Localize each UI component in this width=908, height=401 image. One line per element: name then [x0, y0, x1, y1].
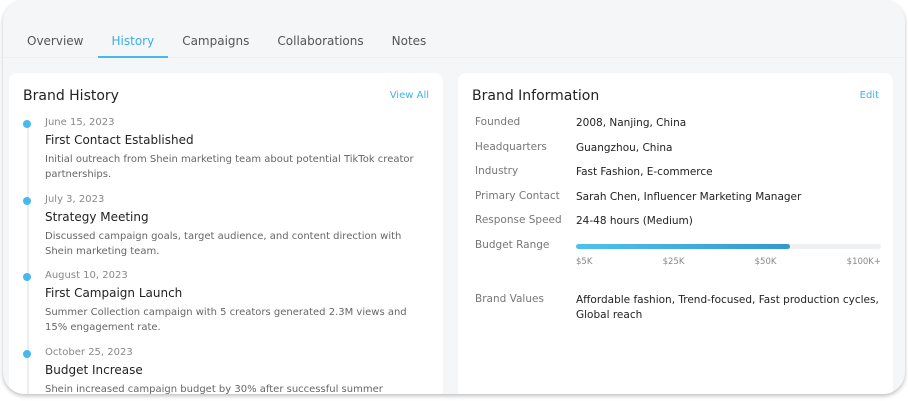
- tab-overview[interactable]: Overview: [27, 34, 84, 48]
- info-row-headquarters: Headquarters Guangzhou, China: [475, 141, 882, 156]
- tick-label: $5K: [576, 257, 593, 267]
- tab-collaborations[interactable]: Collaborations: [277, 34, 364, 48]
- timeline-event: July 3, 2023 Strategy Meeting Discussed …: [23, 194, 425, 259]
- tab-notes[interactable]: Notes: [391, 34, 427, 48]
- event-date: August 10, 2023: [45, 270, 128, 281]
- card-title: Brand Information: [472, 88, 600, 104]
- tick-label: $25K: [662, 257, 685, 267]
- info-label: Budget Range: [475, 239, 550, 251]
- info-label: Response Speed: [475, 214, 562, 226]
- info-row-industry: Industry Fast Fashion, E-commerce: [475, 165, 882, 180]
- timeline-dot: [23, 120, 31, 128]
- info-label: Headquarters: [475, 141, 547, 153]
- view-all-link[interactable]: View All: [389, 90, 429, 101]
- brand-information-card: Brand Information Edit Founded 2008, Nanj…: [458, 73, 893, 394]
- info-value: Affordable fashion, Trend-focused, Fast …: [576, 294, 879, 321]
- info-label: Industry: [475, 165, 519, 177]
- tab-history[interactable]: History: [97, 0, 168, 58]
- edit-link[interactable]: Edit: [859, 90, 879, 101]
- info-value: 24-48 hours (Medium): [576, 215, 693, 227]
- event-date: July 3, 2023: [45, 194, 105, 205]
- budget-ticks: $5K $25K $50K $100K+: [576, 257, 881, 267]
- info-label: Founded: [475, 116, 521, 128]
- info-row-response: Response Speed 24-48 hours (Medium): [475, 214, 882, 229]
- timeline-dot: [23, 197, 31, 205]
- event-desc: Initial outreach from Shein marketing te…: [45, 154, 414, 180]
- event-date: October 25, 2023: [45, 347, 133, 358]
- event-title: Strategy Meeting: [45, 210, 149, 224]
- event-title: First Contact Established: [45, 133, 194, 147]
- timeline-line: [27, 121, 29, 394]
- tick-label: $50K: [754, 257, 777, 267]
- card-title: Brand History: [23, 88, 119, 104]
- info-label: Primary Contact: [475, 190, 560, 202]
- info-row-contact: Primary Contact Sarah Chen, Influencer Ma…: [475, 190, 882, 205]
- brand-history-card: Brand History View All June 15, 2023 Fir…: [9, 73, 443, 394]
- info-value: Sarah Chen, Influencer Marketing Manager: [576, 191, 802, 203]
- info-value: Guangzhou, China: [576, 142, 673, 154]
- timeline-event: August 10, 2023 First Campaign Launch Su…: [23, 270, 425, 335]
- budget-range-fill: [576, 244, 790, 249]
- info-value: Fast Fashion, E-commerce: [576, 166, 713, 178]
- event-title: Budget Increase: [45, 363, 143, 377]
- info-value: 2008, Nanjing, China: [576, 117, 687, 129]
- info-label: Brand Values: [475, 293, 544, 305]
- event-desc: Summer Collection campaign with 5 creato…: [45, 307, 407, 333]
- tab-bar: Overview History Campaigns Collaboration…: [3, 0, 905, 58]
- timeline-event: October 25, 2023 Budget Increase Shein i…: [23, 347, 425, 394]
- event-desc: Shein increased campaign budget by 30% a…: [45, 384, 383, 394]
- event-desc: Discussed campaign goals, target audienc…: [45, 231, 402, 257]
- info-row-founded: Founded 2008, Nanjing, China: [475, 116, 882, 131]
- app-frame: Overview History Campaigns Collaboration…: [3, 0, 905, 394]
- timeline-dot: [23, 350, 31, 358]
- info-row-budget: Budget Range $5K $25K $50K $100K+: [475, 239, 881, 267]
- info-row-values: Brand Values Affordable fashion, Trend-fo…: [475, 293, 882, 323]
- tab-campaigns[interactable]: Campaigns: [182, 34, 250, 48]
- tick-label: $100K+: [846, 257, 881, 267]
- event-date: June 15, 2023: [45, 117, 115, 128]
- event-title: First Campaign Launch: [45, 286, 183, 300]
- timeline-dot: [23, 273, 31, 281]
- timeline-event: June 15, 2023 First Contact Established …: [23, 117, 425, 182]
- budget-range-bar: [576, 244, 881, 249]
